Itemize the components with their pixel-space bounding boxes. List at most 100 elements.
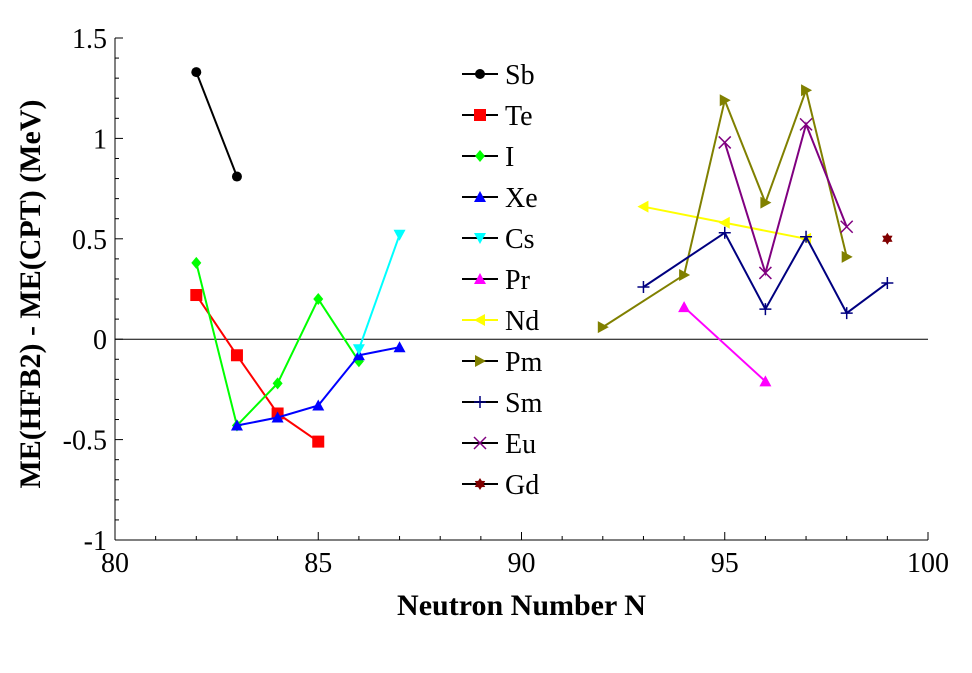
data-point: [474, 273, 486, 284]
legend-item: Te: [462, 101, 533, 132]
y-axis-title: ME(HFB2) - ME(CPT) (MeV): [14, 99, 47, 488]
legend-item: Sm: [462, 388, 543, 419]
y-tick-label: 0.5: [72, 225, 107, 256]
series-line: [195, 294, 319, 443]
data-point: [475, 355, 486, 367]
data-point: [678, 301, 691, 313]
series-line: [642, 231, 888, 315]
legend-item: Xe: [462, 183, 538, 214]
data-point: [473, 436, 487, 450]
legend: Sb Te I Xe Cs Pr Nd Pm Sm Eu Gd: [462, 60, 543, 501]
legend-item: Eu: [462, 429, 536, 460]
legend-label: Te: [505, 101, 533, 132]
data-point: [679, 268, 691, 281]
series-pm: [597, 84, 853, 334]
data-point: [718, 216, 730, 229]
data-point: [759, 303, 772, 316]
data-point: [881, 276, 894, 289]
data-point: [474, 396, 486, 408]
data-point: [393, 229, 406, 241]
data-point: [474, 314, 485, 326]
data-point: [352, 344, 365, 356]
data-point: [474, 109, 486, 121]
data-point: [230, 419, 243, 431]
y-tick-label: -0.5: [63, 426, 107, 457]
data-point: [474, 478, 486, 490]
legend-label: Eu: [505, 429, 536, 460]
series-line: [602, 86, 848, 328]
data-point: [718, 226, 731, 239]
data-point: [313, 293, 324, 306]
y-tick-label: -1: [84, 526, 107, 557]
data-point: [272, 377, 283, 390]
data-point: [231, 171, 242, 182]
legend-label: Cs: [505, 224, 535, 255]
legend-item: Gd: [462, 470, 539, 501]
y-tick-label: 1.5: [72, 24, 107, 55]
legend-label: Sm: [505, 388, 543, 419]
data-point: [312, 435, 325, 448]
legend-item: Pm: [462, 347, 543, 378]
x-tick-label: 100: [907, 548, 949, 579]
series-cs: [352, 229, 406, 356]
y-tick-label: 1: [93, 124, 107, 155]
data-point: [312, 399, 325, 411]
x-tick-label: 80: [101, 548, 129, 579]
data-point: [840, 220, 854, 234]
series-line: [195, 71, 238, 177]
legend-item: I: [462, 142, 514, 173]
y-tick-label: 0: [93, 325, 107, 356]
series-te: [190, 289, 325, 448]
data-point: [393, 341, 406, 353]
data-point: [759, 375, 772, 387]
data-point: [191, 256, 202, 269]
data-point: [475, 69, 485, 79]
series-line: [357, 234, 401, 350]
legend-label: Nd: [505, 306, 539, 337]
legend-label: I: [505, 142, 514, 173]
legend-label: Pr: [505, 265, 531, 296]
series-layer: [190, 67, 894, 448]
data-point: [474, 233, 486, 244]
x-axis-title: Neutron Number N: [397, 589, 646, 622]
x-tick-label: 90: [508, 548, 536, 579]
legend-label: Sb: [505, 60, 535, 91]
data-point: [474, 191, 486, 202]
x-tick-label: 85: [304, 548, 332, 579]
series-line: [236, 346, 400, 427]
data-point: [719, 94, 731, 107]
data-point: [758, 266, 772, 280]
legend-label: Xe: [505, 183, 538, 214]
series-line: [723, 121, 848, 277]
data-point: [190, 289, 203, 302]
data-point: [718, 135, 732, 149]
x-tick-label: 95: [711, 548, 739, 579]
series-eu: [718, 117, 854, 280]
data-point: [840, 307, 853, 320]
data-point: [191, 67, 202, 78]
series-sm: [637, 226, 894, 320]
series-gd: [882, 232, 893, 245]
data-point: [841, 250, 853, 263]
legend-label: Pm: [505, 347, 543, 378]
data-point: [597, 321, 609, 334]
data-point: [230, 349, 243, 362]
legend-item: Cs: [462, 224, 535, 255]
legend-item: Pr: [462, 265, 531, 296]
data-point: [801, 84, 813, 97]
legend-label: Gd: [505, 470, 539, 501]
data-point: [799, 117, 813, 131]
series-sb: [191, 67, 242, 182]
series-line: [195, 262, 360, 428]
axes: 80 85 90 95 100 -1 -0.5 0 0.5 1 1.5: [63, 24, 949, 579]
series-line: [683, 306, 767, 383]
data-point: [475, 150, 485, 162]
data-point: [271, 411, 284, 423]
series-pr: [678, 301, 772, 387]
data-point: [882, 232, 893, 245]
data-point: [637, 200, 649, 213]
series-i: [191, 256, 364, 432]
data-point: [637, 280, 650, 293]
legend-item: Nd: [462, 306, 539, 337]
data-point: [760, 196, 772, 209]
